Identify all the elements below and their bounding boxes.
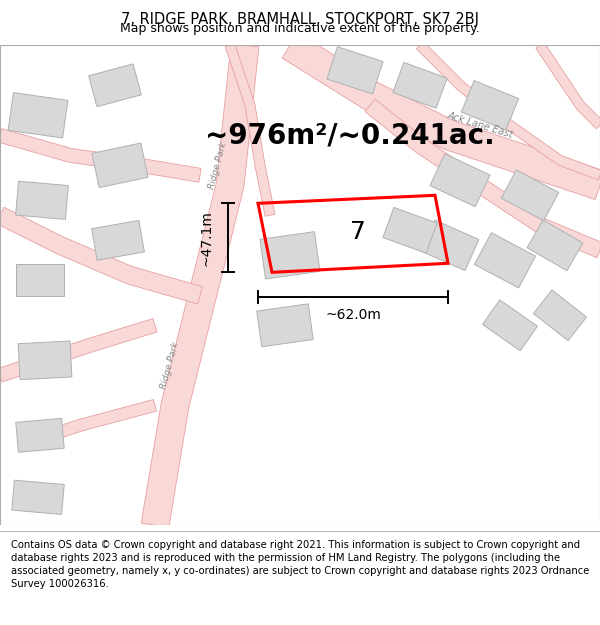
Polygon shape: [416, 42, 600, 180]
Text: Ridge Park: Ridge Park: [160, 341, 181, 390]
Polygon shape: [0, 129, 201, 182]
Text: Ridge Park: Ridge Park: [208, 141, 229, 190]
Polygon shape: [8, 92, 68, 138]
Polygon shape: [92, 221, 145, 260]
Text: Ack Lane East: Ack Lane East: [446, 111, 514, 140]
Polygon shape: [16, 181, 68, 219]
Polygon shape: [393, 62, 447, 108]
Text: ~62.0m: ~62.0m: [325, 308, 381, 322]
Polygon shape: [475, 232, 536, 288]
Polygon shape: [430, 154, 490, 207]
Polygon shape: [0, 208, 202, 304]
Polygon shape: [257, 304, 313, 347]
Text: Contains OS data © Crown copyright and database right 2021. This information is : Contains OS data © Crown copyright and d…: [11, 540, 589, 589]
Polygon shape: [536, 42, 600, 129]
Polygon shape: [18, 399, 157, 451]
Polygon shape: [461, 81, 518, 130]
Polygon shape: [365, 99, 600, 258]
Polygon shape: [18, 341, 72, 379]
Polygon shape: [141, 44, 259, 528]
Polygon shape: [0, 319, 157, 382]
Polygon shape: [12, 480, 64, 514]
Polygon shape: [225, 44, 275, 216]
Polygon shape: [92, 143, 148, 188]
Text: ~976m²/~0.241ac.: ~976m²/~0.241ac.: [205, 121, 495, 149]
Polygon shape: [421, 220, 479, 271]
Text: Map shows position and indicative extent of the property.: Map shows position and indicative extent…: [120, 22, 480, 35]
Polygon shape: [383, 208, 437, 253]
Polygon shape: [327, 47, 383, 94]
Polygon shape: [527, 220, 583, 271]
Polygon shape: [89, 64, 142, 107]
Text: 7, RIDGE PARK, BRAMHALL, STOCKPORT, SK7 2BJ: 7, RIDGE PARK, BRAMHALL, STOCKPORT, SK7 …: [121, 12, 479, 27]
Text: ~47.1m: ~47.1m: [199, 210, 213, 266]
Text: 7: 7: [350, 219, 366, 244]
Polygon shape: [533, 290, 587, 341]
Polygon shape: [282, 32, 600, 199]
Polygon shape: [16, 264, 64, 296]
Polygon shape: [482, 300, 538, 351]
Polygon shape: [501, 170, 559, 221]
Polygon shape: [16, 418, 64, 452]
Polygon shape: [260, 232, 320, 279]
